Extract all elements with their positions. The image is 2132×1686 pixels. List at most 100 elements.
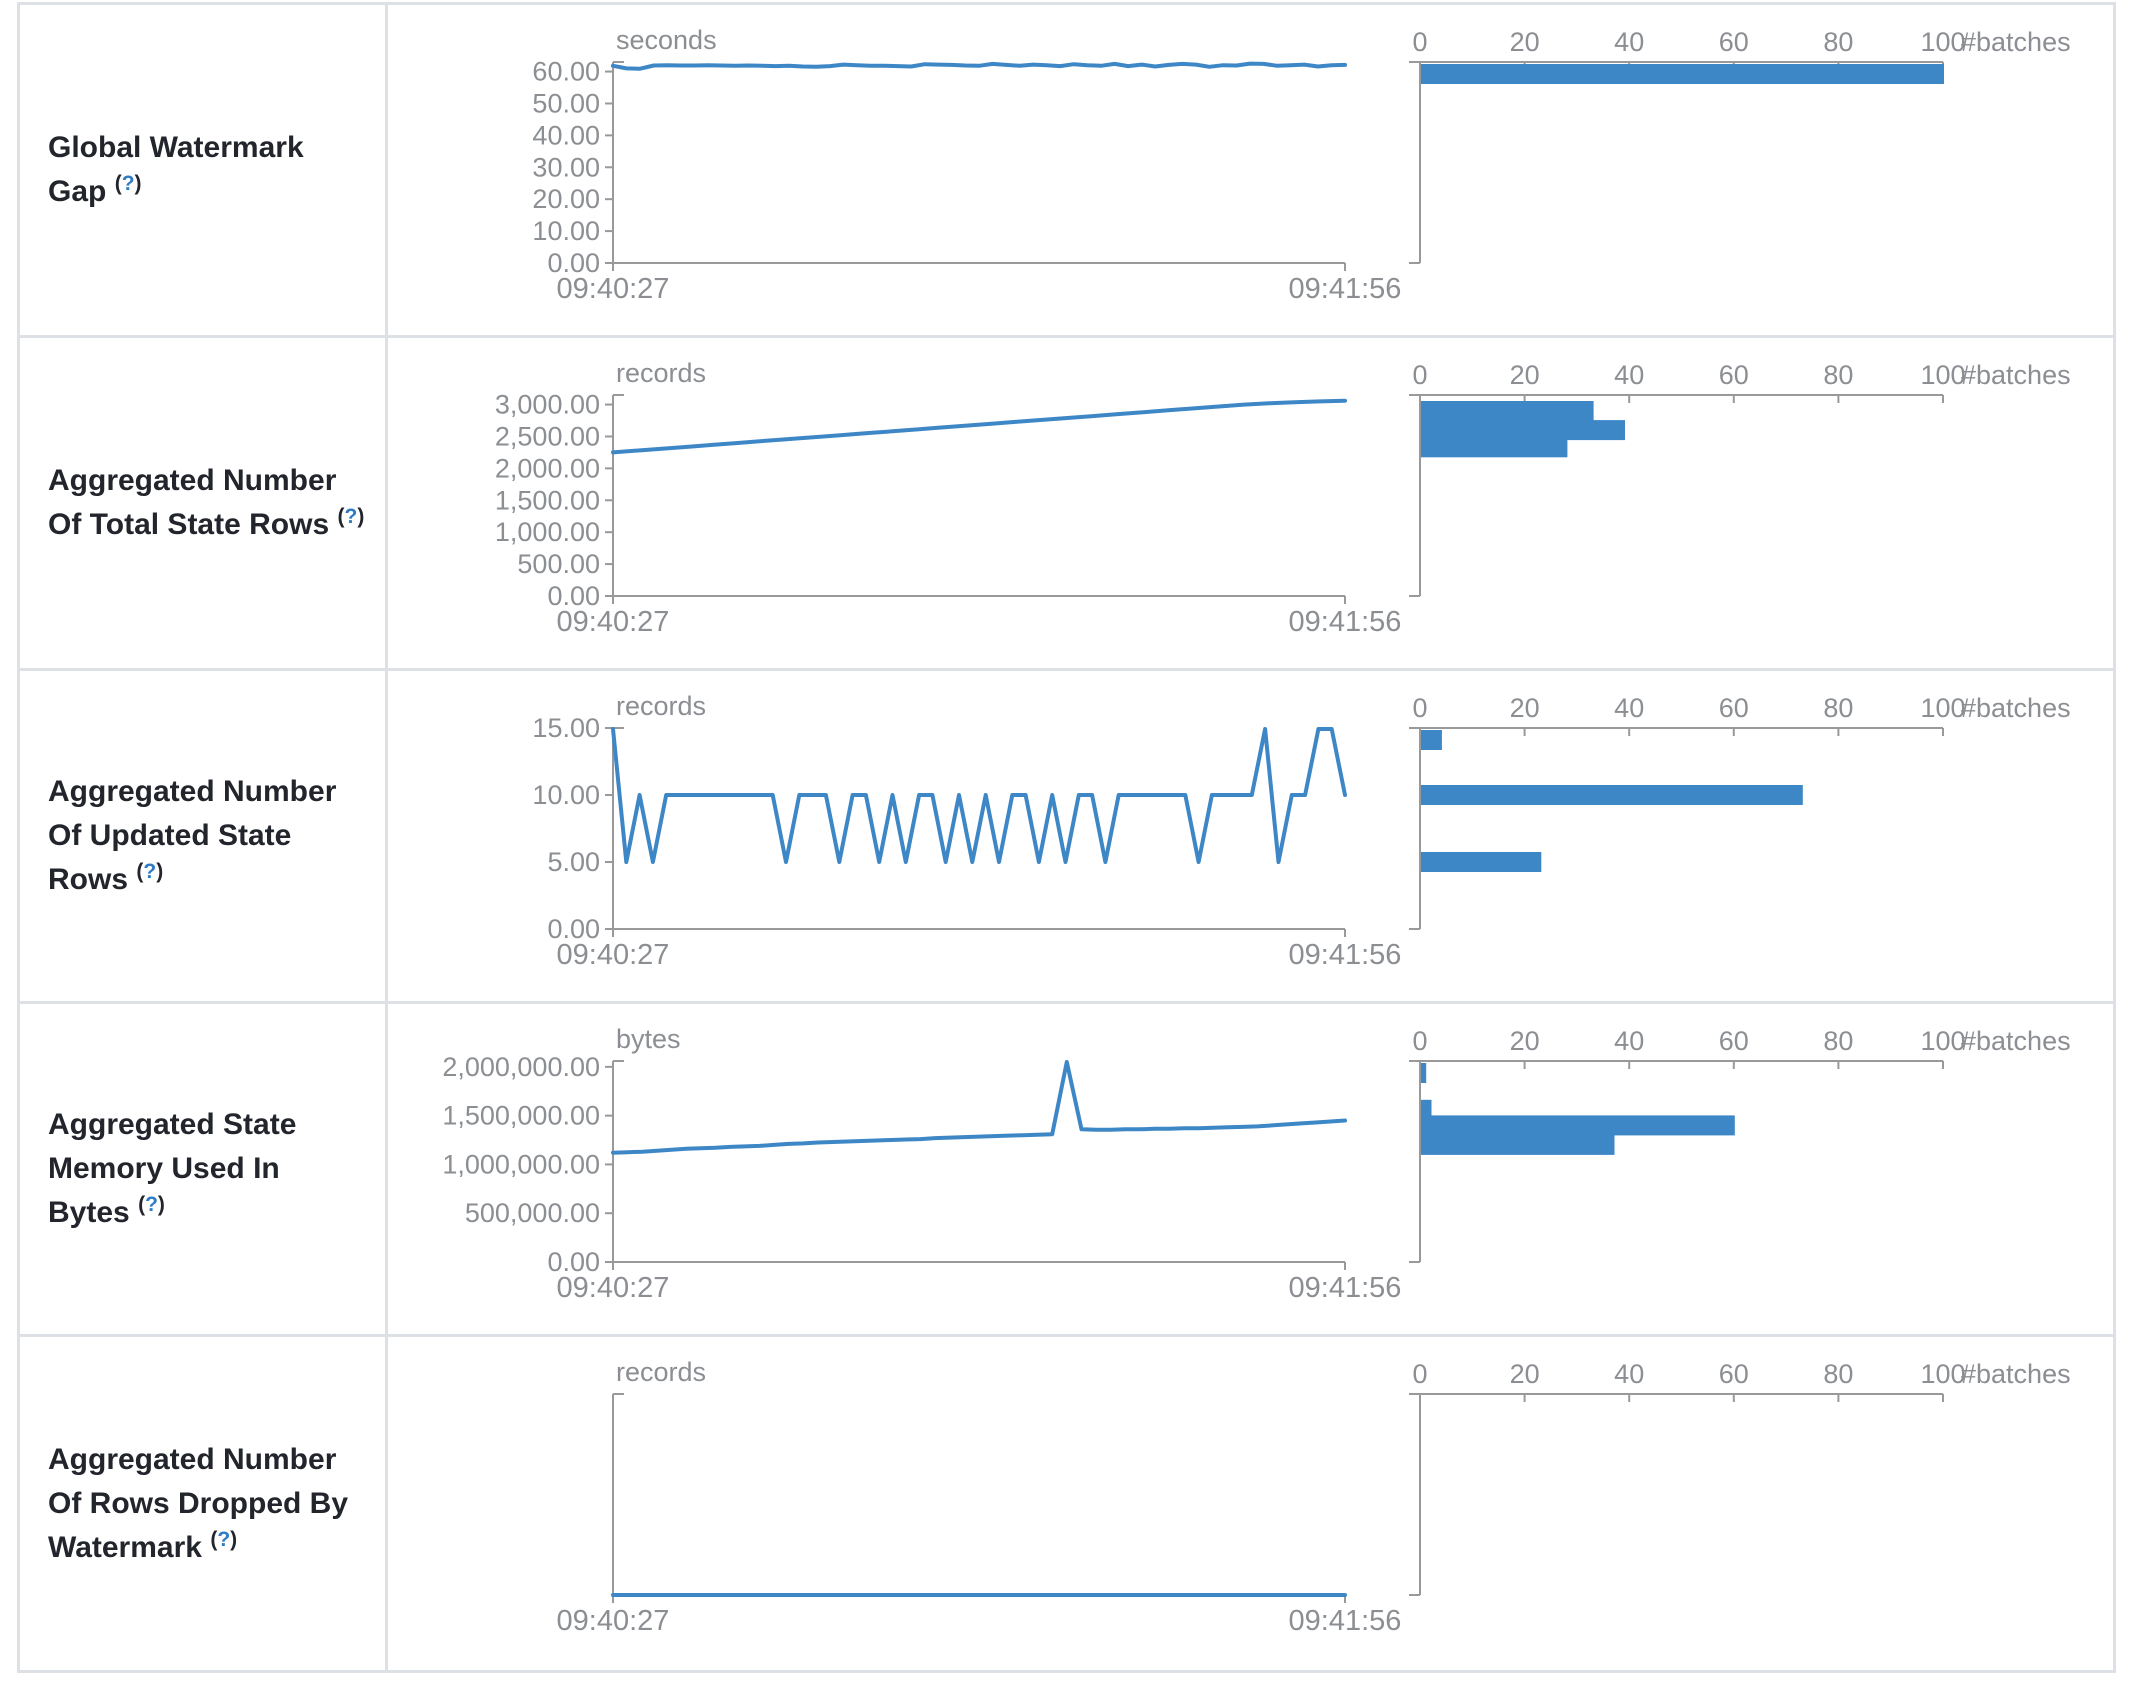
- y-tick-label: 2,000,000.00: [442, 1052, 600, 1082]
- metric-title: Global Watermark Gap: [48, 131, 304, 208]
- timeline-x-axis: 09:40:27 09:41:56: [557, 1261, 1402, 1304]
- y-tick-label: 0.00: [547, 581, 600, 611]
- unit-label: records: [616, 1357, 706, 1387]
- y-tick-label: 20.00: [532, 184, 600, 214]
- y-tick-label: 50.00: [532, 88, 600, 118]
- time-tick-label: 09:41:56: [1289, 1605, 1402, 1637]
- help-link[interactable]: (?): [337, 505, 365, 528]
- timeline-x-axis: 09:40:27 09:41:56: [557, 1594, 1402, 1637]
- y-tick-label: 10.00: [532, 216, 600, 246]
- unit-label: bytes: [616, 1024, 681, 1054]
- unit-label: records: [616, 358, 706, 388]
- timeline-x-axis: 09:40:27 09:41:56: [557, 262, 1402, 305]
- timeline-x-axis: 09:40:27 09:41:56: [557, 595, 1401, 638]
- batches-tick-label: 20: [1510, 360, 1540, 390]
- batches-axis-label: #batches: [1961, 1026, 2071, 1056]
- histogram-bar: [1421, 852, 1542, 872]
- histogram-chart: 0 20 40 60 80 100#batches: [1409, 360, 2071, 597]
- histogram-bar: [1421, 64, 1944, 84]
- y-tick-label: 1,500.00: [495, 485, 600, 515]
- batches-tick-label: 100: [1920, 360, 1965, 390]
- y-tick-label: 15.00: [532, 713, 600, 743]
- y-tick-label: 2,000.00: [495, 453, 600, 483]
- charts-cell: seconds 0.00 10.00 20.00 30.00 40.00 50.00 60.0…: [388, 5, 2113, 335]
- timeline-series-line: [611, 61, 1347, 71]
- batches-axis-label: #batches: [1961, 1359, 2071, 1389]
- metric-label-cell: Aggregated Number Of Updated State Rows …: [20, 671, 388, 1001]
- y-tick-label: 40.00: [532, 120, 600, 150]
- y-tick-label: 10.00: [532, 780, 600, 810]
- timeline-y-axis: 0.00500.001,000.001,500.002,000.002,500.…: [495, 390, 624, 611]
- batches-tick-label: 80: [1823, 1359, 1853, 1389]
- timeline-and-histogram-chart: seconds0.0010.0020.0030.0040.0050.0060.0…: [532, 25, 2071, 305]
- metric-row-total-state-rows: Aggregated Number Of Total State Rows (?…: [20, 338, 2113, 671]
- metric-label-cell: Aggregated Number Of Total State Rows (?…: [20, 338, 388, 668]
- batches-tick-label: 80: [1823, 27, 1853, 57]
- batches-tick-label: 100: [1920, 1026, 1965, 1056]
- help-link[interactable]: (?): [210, 1527, 238, 1551]
- histogram-bar: [1421, 1115, 1735, 1136]
- charts-cell: bytes 0.00 500,000.00 1,000,000.00 1,500,000…: [388, 1004, 2113, 1334]
- batches-tick-label: 80: [1823, 693, 1853, 723]
- y-tick-label: 0.00: [547, 1247, 600, 1277]
- metric-row-updated-state-rows: Aggregated Number Of Updated State Rows …: [20, 671, 2113, 1004]
- batches-tick-label: 0: [1412, 1026, 1427, 1056]
- timeline-and-histogram-chart: records 0.00 5.00 10.00 15.00 09:40:27 09:41:5…: [532, 691, 2071, 971]
- histogram-chart: 0 20 40 60 80 100#batches: [1409, 693, 2071, 930]
- y-tick-label: 2,500.00: [495, 421, 600, 451]
- y-tick-label: 5.00: [547, 847, 600, 877]
- histogram-bar: [1421, 401, 1594, 421]
- batches-tick-label: 40: [1614, 360, 1644, 390]
- time-tick-label: 09:41:56: [1289, 939, 1402, 971]
- histogram-bar: [1421, 1099, 1432, 1120]
- batches-tick-label: 0: [1412, 1359, 1427, 1389]
- timeline-and-histogram-chart: records0.00500.001,000.001,500.002,000.0…: [495, 358, 2071, 638]
- histogram-chart: 0 20 40 60 80 100#batches: [1409, 27, 2071, 264]
- timeline-y-axis: 0.00 5.00 10.00 15.00: [532, 713, 624, 944]
- help-link[interactable]: (?): [114, 172, 142, 195]
- batches-tick-label: 20: [1510, 1359, 1540, 1389]
- histogram-bar: [1421, 420, 1625, 441]
- timeline-and-histogram-chart: bytes 0.00 500,000.00 1,000,000.00 1,500,000…: [442, 1024, 2071, 1304]
- batches-tick-label: 40: [1614, 27, 1644, 57]
- y-tick-label: 1,000,000.00: [442, 1149, 600, 1179]
- batches-tick-label: 0: [1412, 693, 1427, 723]
- y-tick-label: 500.00: [517, 549, 600, 579]
- charts-cell: records 09:40:27 09:41:56 0 20 40 60 80 100 #batc…: [388, 1337, 2113, 1670]
- metric-title: Aggregated Number Of Rows Dropped By Wat…: [48, 1442, 349, 1564]
- histogram-chart: 0 20 40 60 80 100#batches: [1409, 1359, 2071, 1596]
- unit-label: records: [616, 691, 706, 721]
- batches-tick-label: 60: [1719, 360, 1749, 390]
- batches-tick-label: 60: [1719, 693, 1749, 723]
- batches-tick-label: 100: [1920, 27, 1965, 57]
- y-tick-label: 0.00: [547, 248, 600, 278]
- batches-tick-label: 20: [1510, 1026, 1540, 1056]
- histogram-bar: [1421, 437, 1568, 458]
- time-tick-label: 09:41:56: [1289, 273, 1402, 305]
- metric-row-state-memory-used: Aggregated State Memory Used In Bytes (?…: [20, 1004, 2113, 1337]
- metric-title: Aggregated State Memory Used In Bytes: [48, 1108, 297, 1229]
- histogram-bar: [1421, 785, 1803, 805]
- y-tick-label: 0.00: [547, 914, 600, 944]
- batches-axis-label: #batches: [1961, 693, 2071, 723]
- help-link[interactable]: (?): [136, 860, 164, 883]
- help-link[interactable]: (?): [138, 1193, 165, 1216]
- question-mark-icon: ?: [217, 1527, 231, 1551]
- metric-title: Aggregated Number Of Updated State Rows: [48, 775, 337, 896]
- time-tick-label: 09:40:27: [557, 1605, 670, 1637]
- metric-row-global-watermark-gap: Global Watermark Gap (?) seconds 0.00 10.0…: [20, 5, 2113, 338]
- time-tick-label: 09:40:27: [557, 273, 670, 305]
- metric-row-rows-dropped-by-watermark: Aggregated Number Of Rows Dropped By Wat…: [20, 1337, 2113, 1670]
- time-tick-label: 09:41:56: [1289, 1272, 1402, 1304]
- histogram-bar: [1421, 730, 1442, 750]
- batches-tick-label: 60: [1719, 1359, 1749, 1389]
- histogram-bar: [1421, 1134, 1615, 1155]
- batches-tick-label: 80: [1823, 360, 1853, 390]
- timeline-x-axis: 09:40:27 09:41:56: [557, 928, 1402, 971]
- batches-tick-label: 100: [1920, 693, 1965, 723]
- question-mark-icon: ?: [145, 1193, 158, 1216]
- batches-tick-label: 0: [1412, 27, 1427, 57]
- timeline-y-axis: [612, 1393, 624, 1595]
- metric-label-cell: Aggregated Number Of Rows Dropped By Wat…: [20, 1337, 388, 1670]
- histogram-bar: [1421, 1063, 1427, 1083]
